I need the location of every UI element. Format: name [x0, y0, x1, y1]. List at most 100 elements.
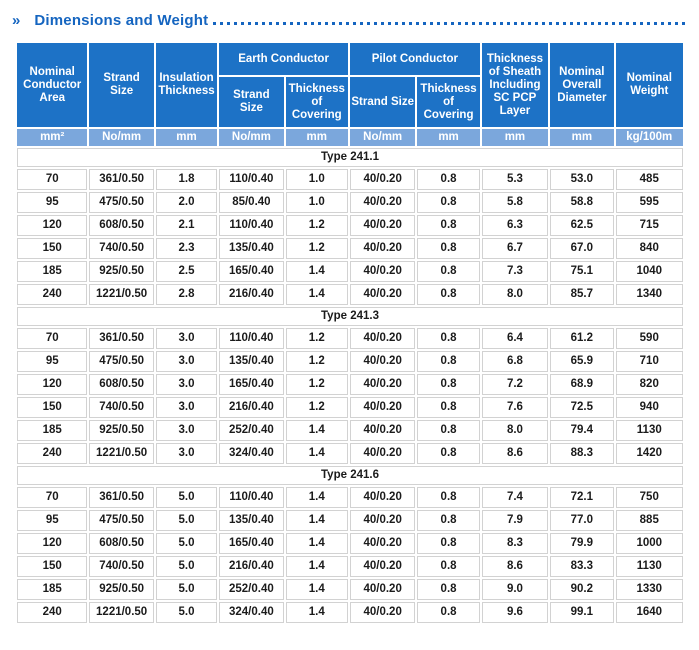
table-row: 95 475/0.50 2.0 85/0.40 1.0 40/0.20 0.8 5.8 58.8…: [17, 192, 683, 213]
table-cell: 40/0.20: [349, 397, 416, 418]
table-cell: 840: [615, 238, 683, 259]
table-cell: 740/0.50: [89, 238, 154, 259]
table-cell: 1420: [615, 443, 683, 464]
table-cell: 1.0: [285, 192, 348, 213]
table-row: 240 1221/0.50 5.0 324/0.40 1.4 40/0.20 0.8 9.6 9…: [17, 602, 683, 623]
table-cell: 40/0.20: [349, 602, 416, 623]
table-cell: 6.7: [481, 238, 549, 259]
table-cell: 216/0.40: [219, 284, 284, 305]
table-row: 150 740/0.50 2.3 135/0.40 1.2 40/0.20 0.8 6.7 67…: [17, 238, 683, 259]
table-cell: 5.0: [155, 579, 218, 600]
table-cell: 2.3: [155, 238, 218, 259]
table-cell: 1.4: [285, 443, 348, 464]
table-cell: 120: [17, 215, 88, 236]
table-cell: 240: [17, 443, 88, 464]
table-cell: 1.4: [285, 533, 348, 554]
table-cell: 3.0: [155, 328, 218, 349]
table-cell: 6.4: [481, 328, 549, 349]
table-cell: 2.0: [155, 192, 218, 213]
table-cell: 62.5: [550, 215, 614, 236]
table-cell: 240: [17, 284, 88, 305]
table-cell: 820: [615, 374, 683, 395]
unit-cell: mm: [417, 129, 480, 146]
table-cell: 40/0.20: [349, 579, 416, 600]
table-cell: 120: [17, 374, 88, 395]
table-cell: 1221/0.50: [89, 284, 154, 305]
table-cell: 925/0.50: [89, 579, 154, 600]
table-cell: 3.0: [155, 420, 218, 441]
table-cell: 40/0.20: [349, 238, 416, 259]
table-cell: 40/0.20: [349, 261, 416, 282]
col-header-pilot-thickness-of-covering: Thickness of Covering: [417, 77, 480, 127]
table-cell: 165/0.40: [219, 261, 284, 282]
type-label: Type 241.3: [17, 307, 683, 326]
table-cell: 165/0.40: [219, 533, 284, 554]
table-cell: 1.2: [285, 328, 348, 349]
type-row: Type 241.3: [17, 307, 683, 326]
table-cell: 252/0.40: [219, 579, 284, 600]
table-cell: 1130: [615, 420, 683, 441]
table-row: 95 475/0.50 5.0 135/0.40 1.4 40/0.20 0.8 7.9 77.…: [17, 510, 683, 531]
page: » Dimensions and Weight Nominal Conducto…: [0, 0, 699, 623]
table-cell: 475/0.50: [89, 351, 154, 372]
table-row: 185 925/0.50 5.0 252/0.40 1.4 40/0.20 0.8 9.0 90…: [17, 579, 683, 600]
col-header-insulation-thickness: Insulation Thickness: [155, 43, 218, 127]
table-cell: 1.4: [285, 487, 348, 508]
table-cell: 88.3: [550, 443, 614, 464]
table-cell: 9.6: [481, 602, 549, 623]
unit-cell: No/mm: [349, 129, 416, 146]
table-cell: 120: [17, 533, 88, 554]
table-cell: 0.8: [417, 420, 480, 441]
table-cell: 3.0: [155, 374, 218, 395]
table-cell: 110/0.40: [219, 169, 284, 190]
col-header-nominal-weight: Nominal Weight: [615, 43, 683, 127]
table-cell: 70: [17, 328, 88, 349]
col-header-nominal-conductor-area: Nominal Conductor Area: [17, 43, 88, 127]
table-cell: 1.2: [285, 374, 348, 395]
table-cell: 5.0: [155, 602, 218, 623]
table-cell: 40/0.20: [349, 192, 416, 213]
table-cell: 1040: [615, 261, 683, 282]
table-cell: 0.8: [417, 215, 480, 236]
table-cell: 1.4: [285, 510, 348, 531]
table-cell: 715: [615, 215, 683, 236]
table-body: Type 241.1 70 361/0.50 1.8 110/0.40 1.0 40/0.2…: [17, 148, 683, 623]
table-cell: 1.4: [285, 602, 348, 623]
table-cell: 68.9: [550, 374, 614, 395]
table-cell: 8.0: [481, 284, 549, 305]
table-cell: 361/0.50: [89, 169, 154, 190]
table-cell: 40/0.20: [349, 420, 416, 441]
table-cell: 110/0.40: [219, 487, 284, 508]
table-cell: 1.2: [285, 238, 348, 259]
table-cell: 70: [17, 487, 88, 508]
table-cell: 8.0: [481, 420, 549, 441]
table-cell: 6.3: [481, 215, 549, 236]
table-cell: 70: [17, 169, 88, 190]
table-row: 150 740/0.50 5.0 216/0.40 1.4 40/0.20 0.8 8.6 83…: [17, 556, 683, 577]
col-header-pilot-strand-size: Strand Size: [349, 77, 416, 127]
unit-cell: mm: [550, 129, 614, 146]
table-cell: 40/0.20: [349, 374, 416, 395]
unit-cell: mm: [155, 129, 218, 146]
table-cell: 1.0: [285, 169, 348, 190]
table-cell: 7.4: [481, 487, 549, 508]
table-cell: 40/0.20: [349, 556, 416, 577]
unit-cell: mm: [481, 129, 549, 146]
table-cell: 740/0.50: [89, 556, 154, 577]
section-marker-icon: »: [12, 12, 21, 29]
table-cell: 2.8: [155, 284, 218, 305]
table-cell: 475/0.50: [89, 192, 154, 213]
table-cell: 150: [17, 397, 88, 418]
table-cell: 95: [17, 351, 88, 372]
table-cell: 8.6: [481, 443, 549, 464]
table-cell: 7.6: [481, 397, 549, 418]
table-cell: 40/0.20: [349, 351, 416, 372]
table-cell: 67.0: [550, 238, 614, 259]
table-cell: 740/0.50: [89, 397, 154, 418]
table-cell: 61.2: [550, 328, 614, 349]
table-cell: 5.0: [155, 487, 218, 508]
section-title: » Dimensions and Weight: [0, 0, 699, 35]
table-cell: 475/0.50: [89, 510, 154, 531]
table-cell: 485: [615, 169, 683, 190]
table-cell: 1.4: [285, 420, 348, 441]
